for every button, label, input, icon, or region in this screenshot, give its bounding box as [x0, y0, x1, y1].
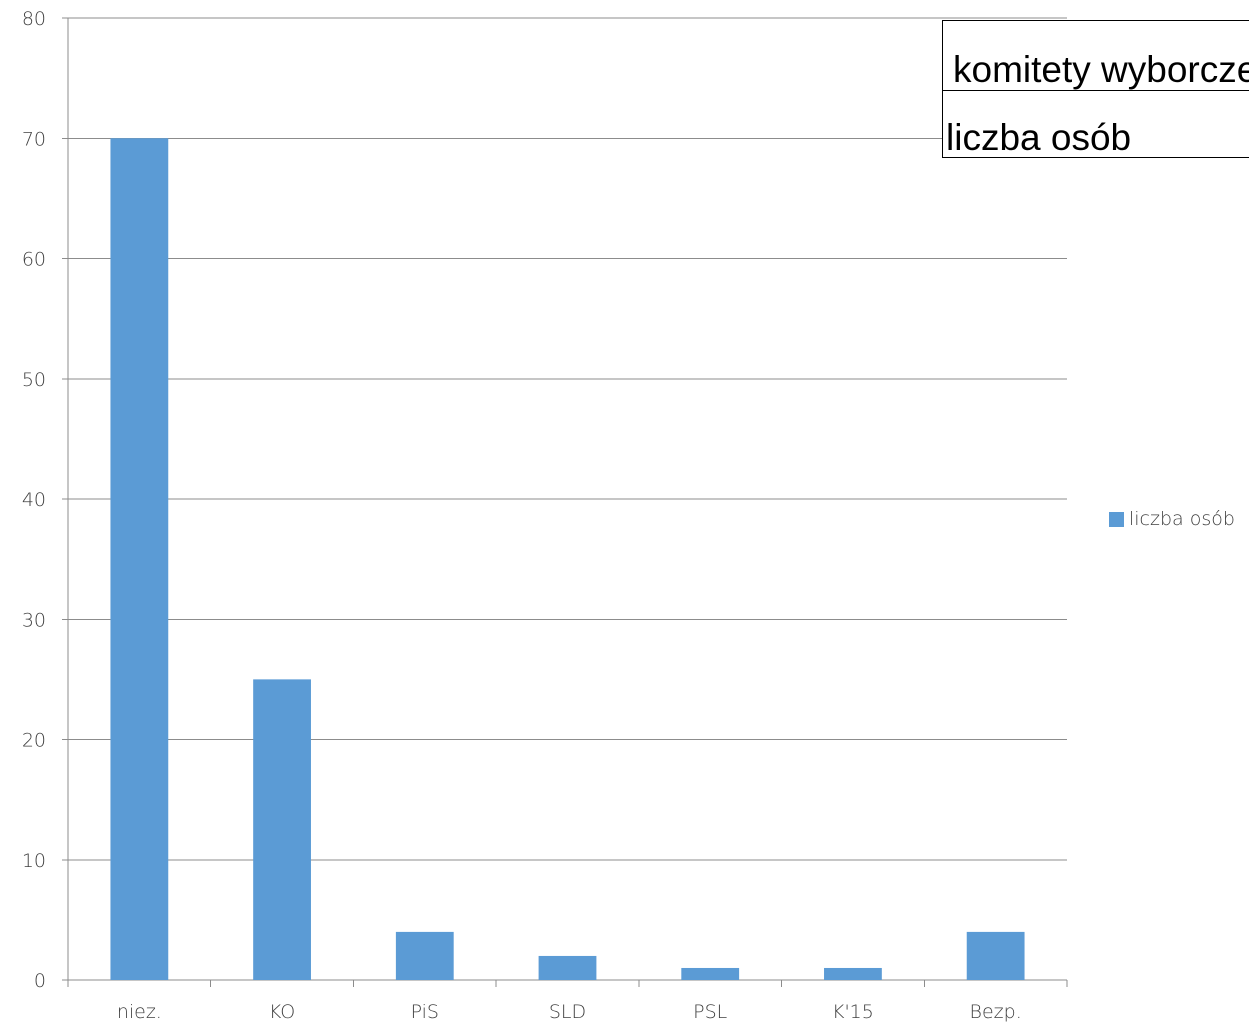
bar [110, 138, 169, 980]
bar [538, 955, 597, 980]
legend-label: liczba osób [1129, 508, 1235, 530]
y-tick-label: 20 [22, 730, 46, 752]
bar [824, 967, 882, 980]
legend: liczba osób [1109, 507, 1235, 531]
y-tick-label: 80 [22, 8, 46, 30]
y-tick-label: 0 [34, 970, 46, 992]
header-overlay-table: komitety wyborcze liczba osób [942, 20, 1249, 158]
x-tick-label: K'15 [832, 1001, 874, 1023]
x-tick-label: PiS [411, 1001, 439, 1023]
x-tick-label: KO [269, 1001, 295, 1023]
overlay-series-cell: liczba osób [946, 117, 1132, 158]
bar [681, 967, 740, 980]
y-tick-label: 60 [22, 249, 46, 271]
bar [253, 679, 311, 980]
overlay-title-cell: komitety wyborcze [953, 49, 1249, 90]
y-tick-label: 10 [22, 850, 46, 872]
x-tick-label: SLD [549, 1001, 586, 1023]
legend-swatch [1109, 511, 1124, 527]
bar [395, 931, 454, 980]
x-tick-label: Bezp. [970, 1001, 1022, 1023]
y-tick-label: 50 [22, 369, 46, 391]
bar [966, 931, 1025, 980]
y-tick-label: 40 [22, 489, 46, 511]
y-tick-label: 70 [22, 128, 46, 150]
x-tick-label: niez. [117, 1001, 162, 1023]
x-tick-label: PSL [693, 1001, 727, 1023]
overlay-divider [943, 90, 1249, 91]
y-tick-label: 30 [22, 609, 46, 631]
